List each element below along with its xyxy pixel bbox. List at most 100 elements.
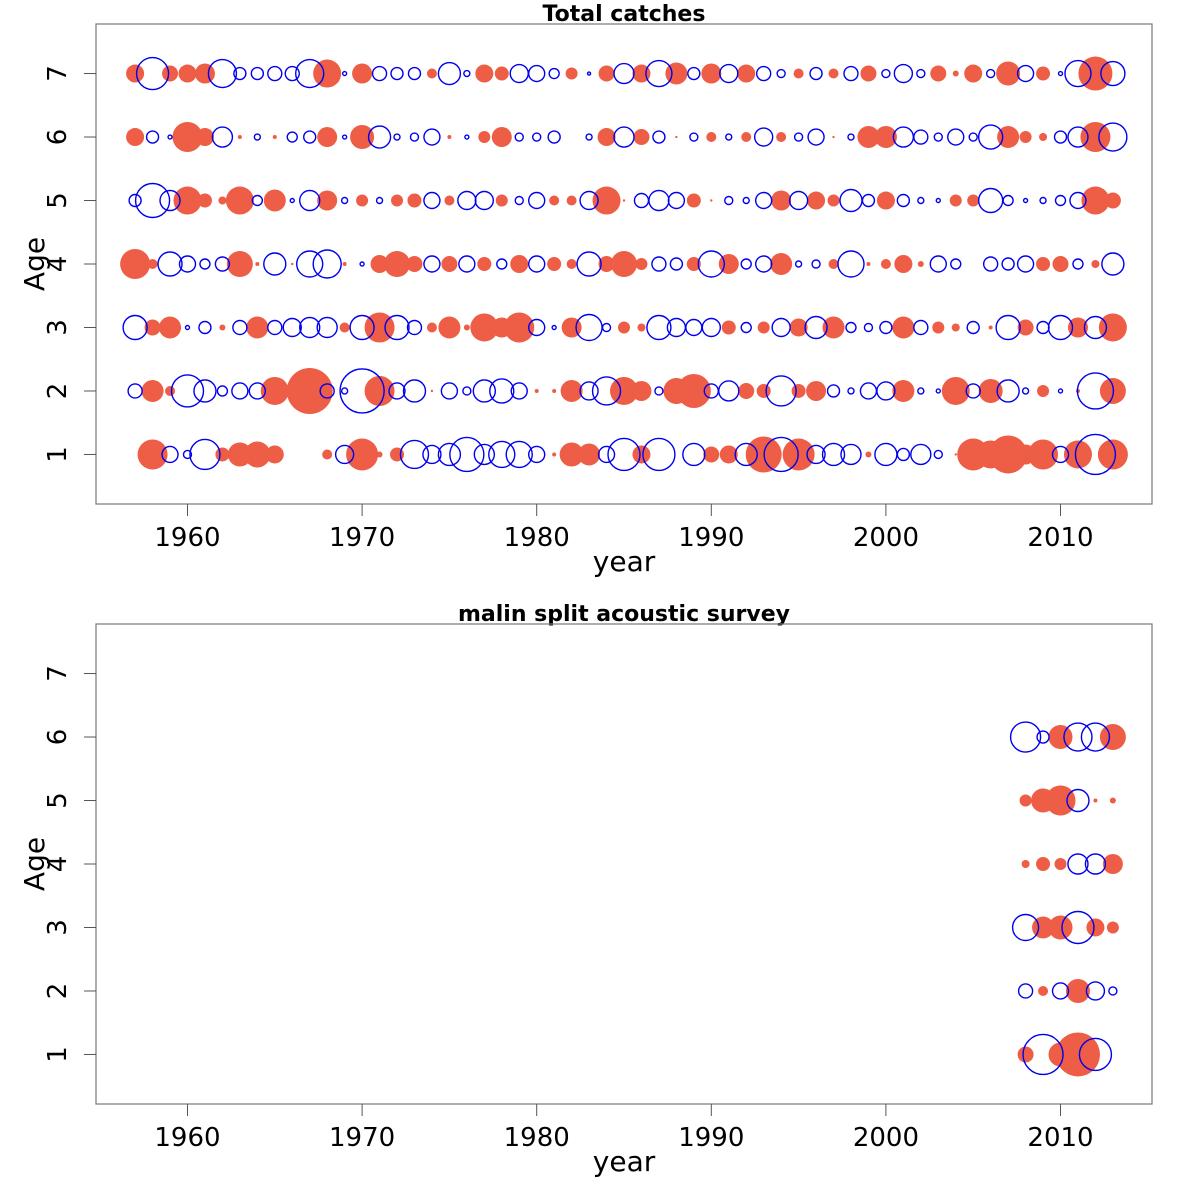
bubble-positive <box>352 63 373 84</box>
bubble-positive <box>880 259 891 269</box>
bubble-negative <box>654 386 664 396</box>
bubble-negative <box>341 134 348 140</box>
bubble-negative <box>359 261 365 267</box>
bubble-positive <box>1081 186 1110 215</box>
bubble-negative <box>489 378 515 404</box>
x-tick-label: 1990 <box>678 1123 744 1153</box>
bubble-positive <box>370 255 389 273</box>
bubble-positive <box>195 128 214 147</box>
bubble-layer <box>1009 721 1126 1077</box>
bubble-positive <box>757 321 770 334</box>
bubble-negative <box>334 444 355 465</box>
bubble-positive <box>159 316 182 339</box>
y-axis: 1 2 3 4 5 6 7 <box>43 65 96 463</box>
bubble-negative <box>687 66 701 81</box>
bubble-negative <box>740 258 752 270</box>
bubble-positive <box>703 446 720 463</box>
bubble-negative <box>267 319 283 336</box>
bubble-positive <box>494 66 509 81</box>
x-axis-label: year <box>593 545 656 578</box>
bubble-negative <box>388 382 406 400</box>
bubble-negative <box>1100 60 1126 87</box>
bubble-positive <box>892 316 915 339</box>
bubble-positive <box>141 379 164 402</box>
bubble-negative <box>804 315 828 340</box>
y-tick-label: 2 <box>43 383 73 400</box>
bubble-negative <box>1098 122 1128 152</box>
bubble-negative <box>267 65 283 82</box>
bubble-positive <box>1093 798 1098 803</box>
bubble-negative <box>464 134 470 140</box>
bubble-positive <box>560 379 583 402</box>
bubble-negative <box>755 65 772 82</box>
bubble-negative <box>449 436 485 473</box>
bubble-negative <box>613 62 635 85</box>
x-tick-label: 1990 <box>678 523 744 553</box>
bubble-positive <box>495 194 508 207</box>
bubble-negative <box>1085 981 1106 1001</box>
bubble-negative <box>295 58 325 89</box>
bubble-positive <box>463 324 470 331</box>
bubble-negative <box>1022 197 1029 204</box>
bubble-positive <box>1099 724 1126 751</box>
bubble-negative <box>384 314 410 341</box>
bubble-positive <box>339 322 350 333</box>
bubble-positive <box>635 258 648 270</box>
bubble-positive <box>865 451 872 458</box>
bubble-negative <box>527 318 546 337</box>
bubble-positive <box>941 376 970 405</box>
bubble-positive <box>917 261 924 267</box>
bubble-negative <box>211 126 234 148</box>
bubble-positive <box>631 380 652 401</box>
bubble-negative <box>793 132 804 142</box>
bubble-negative <box>1078 1037 1113 1072</box>
y-tick-label: 6 <box>43 129 73 146</box>
bubble-negative <box>145 130 160 144</box>
bubble-positive <box>313 59 342 88</box>
bubble-positive <box>566 259 577 269</box>
y-tick-label: 3 <box>43 919 73 936</box>
bubble-positive <box>126 128 145 147</box>
bubble-negative <box>232 319 248 336</box>
bubble-negative <box>685 318 703 337</box>
bubble-negative <box>548 67 560 80</box>
x-tick-label: 1970 <box>329 523 395 553</box>
bubble-positive <box>633 129 650 146</box>
bubble-positive <box>806 380 827 401</box>
bubble-positive <box>954 453 957 456</box>
bubble-positive <box>622 199 626 202</box>
bubble-negative <box>724 195 734 206</box>
bubble-negative <box>299 316 321 339</box>
bubble-negative <box>340 387 349 395</box>
bubble-negative <box>996 379 1020 403</box>
bubble-negative <box>409 132 420 142</box>
bubble-negative <box>407 66 422 81</box>
bubble-positive <box>807 191 826 210</box>
bubble-positive <box>534 388 539 393</box>
bubble-negative <box>509 63 529 84</box>
bubble-negative <box>576 251 602 277</box>
bubble-negative <box>586 71 592 76</box>
bubble-positive <box>350 125 375 150</box>
bubble-negative <box>390 66 404 81</box>
bubble-negative <box>995 314 1021 341</box>
bubble-negative <box>916 68 926 79</box>
bubble-negative <box>1084 853 1107 875</box>
bubble-positive <box>892 379 915 402</box>
bubble-negative <box>682 442 706 467</box>
bubble-negative <box>303 130 317 144</box>
bubble-positive <box>930 65 947 82</box>
bubble-positive <box>964 64 983 83</box>
bubble-negative <box>1083 315 1108 340</box>
bubble-positive <box>1048 915 1073 940</box>
bubble-positive <box>237 135 242 140</box>
bubble-negative <box>826 384 841 398</box>
bubble-positive <box>949 194 962 207</box>
y-tick-label: 6 <box>43 729 73 746</box>
bubble-positive <box>265 445 284 464</box>
bubble-negative <box>1001 257 1015 271</box>
bubble-positive <box>260 376 289 405</box>
bubble-negative <box>863 322 874 333</box>
bubble-negative <box>1036 730 1050 744</box>
bubble-negative <box>527 191 546 210</box>
